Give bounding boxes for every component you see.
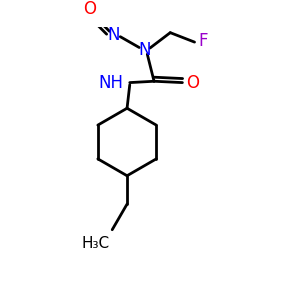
Text: H₃C: H₃C [81, 236, 110, 251]
Text: O: O [84, 0, 97, 18]
Text: N: N [107, 26, 120, 44]
Text: NH: NH [98, 74, 123, 92]
Text: O: O [186, 74, 200, 92]
Text: N: N [138, 41, 151, 59]
Text: F: F [199, 32, 208, 50]
